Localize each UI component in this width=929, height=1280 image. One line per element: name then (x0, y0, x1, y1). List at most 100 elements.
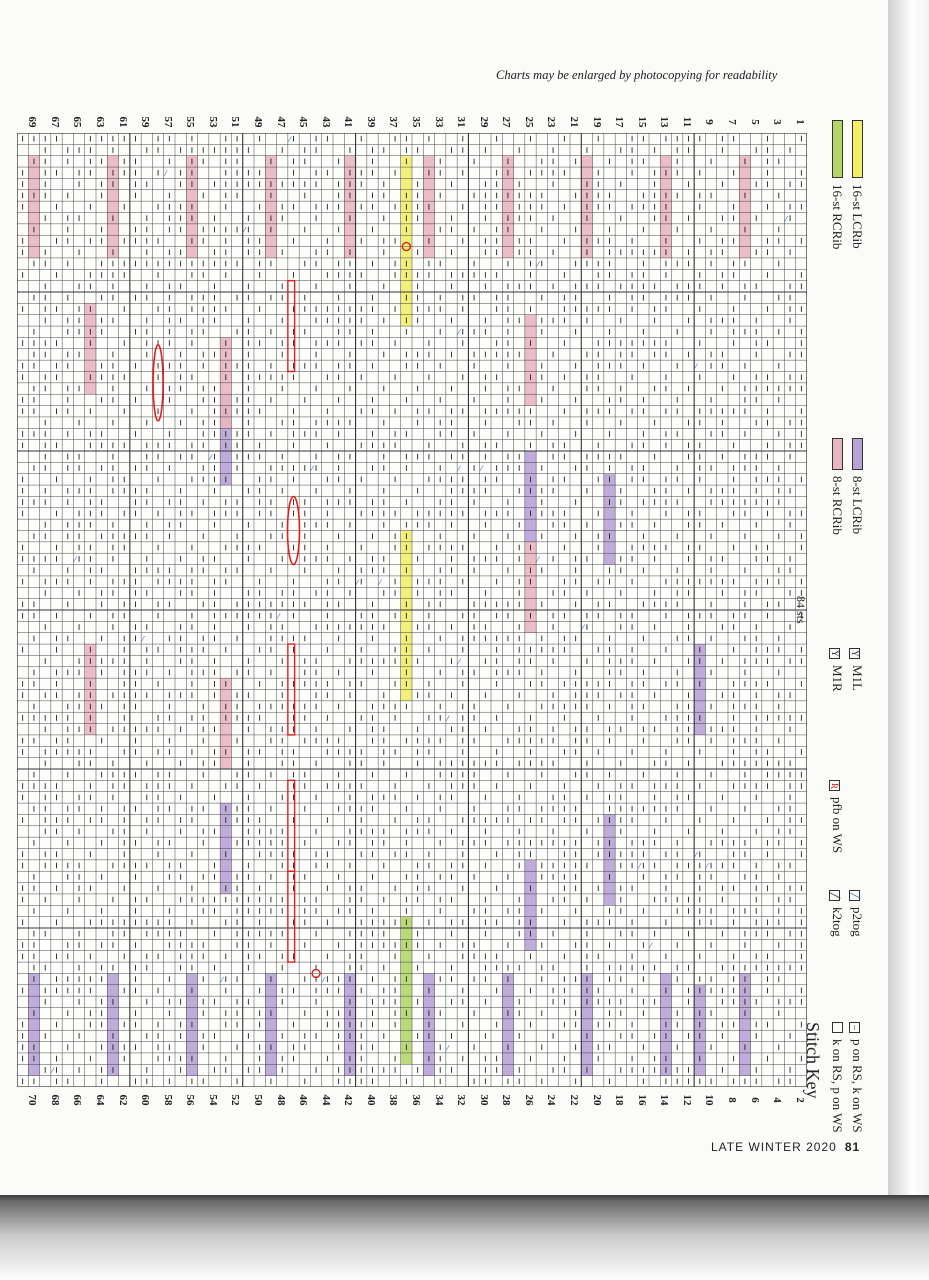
pen-dot (311, 968, 321, 979)
row-number: 60 (139, 1094, 152, 1106)
row-number: 18 (613, 1094, 626, 1106)
row-number: 35 (410, 116, 422, 128)
row-number: 48 (274, 1094, 287, 1106)
pen-highlight (287, 279, 296, 373)
p2tog-mark: ⁄ (456, 658, 461, 667)
row-number: 69 (26, 116, 39, 128)
row-number: 59 (139, 116, 152, 128)
row-number: 52 (229, 1094, 242, 1106)
p2tog-mark: ⁄ (321, 976, 326, 985)
row-number: 4 (771, 1097, 784, 1103)
cable-band (265, 155, 277, 258)
row-number: 55 (184, 116, 197, 128)
knitting-chart: ⁄ ⁄ ⁄ ⁄ ⁄ ⁄ ⁄ ⁄ ⁄ ⁄ ⁄ ⁄ ⁄ ⁄ ⁄ ⁄ ⁄ ⁄ ⁄ ⁄ ⁄ ⁄ ⁄ ⁄ ⁄ ⁄ ⁄ ⁄ (17, 133, 807, 1087)
page-footer: LATE WINTER 2020 81 (711, 1140, 860, 1154)
row-number: 47 (274, 116, 287, 128)
row-number: 62 (116, 1094, 129, 1106)
row-number: 67 (48, 116, 61, 128)
row-number: 70 (26, 1094, 39, 1106)
row-number: 20 (590, 1094, 603, 1106)
chart-grid: ⁄ ⁄ ⁄ ⁄ ⁄ ⁄ ⁄ ⁄ ⁄ ⁄ ⁄ ⁄ ⁄ ⁄ ⁄ ⁄ ⁄ ⁄ ⁄ ⁄ ⁄ ⁄ ⁄ ⁄ ⁄ ⁄ ⁄ ⁄ (17, 133, 807, 1087)
row-number: 15 (635, 116, 648, 128)
p2tog-mark: ⁄ (693, 851, 698, 860)
row-number: 23 (545, 116, 558, 128)
row-number: 25 (522, 116, 535, 128)
cable-band (107, 973, 119, 1076)
key-item-m1l: YM1L (849, 648, 865, 691)
row-number: 22 (568, 1094, 580, 1106)
row-number: 7 (726, 119, 738, 125)
row-number: 49 (252, 116, 264, 128)
row-number: 33 (432, 116, 445, 128)
pen-dot (401, 241, 412, 252)
cable-band (400, 916, 412, 1065)
key-item-k2tog: ╱k2tog (829, 890, 845, 937)
key-item-rcrib8: 8-st RCRib (829, 438, 845, 535)
row-number: 9 (703, 119, 716, 125)
row-number: 28 (500, 1094, 513, 1106)
pen-circle (152, 344, 164, 422)
row-number: 54 (206, 1094, 219, 1106)
row-number: 10 (703, 1094, 716, 1106)
key-item-rcrib16: 16-st RCRib (829, 120, 845, 249)
p2tog-mark: ⁄ (637, 862, 642, 871)
key-item-knit: k on RS, p on WS (829, 1022, 845, 1133)
row-number: 16 (635, 1094, 648, 1106)
row-number: 56 (184, 1094, 197, 1106)
p2tog-mark: ⁄ (580, 624, 585, 633)
row-number: 13 (658, 116, 671, 128)
row-number: 5 (748, 119, 761, 125)
p2tog-mark: ⁄ (445, 1044, 450, 1053)
p2tog-mark: ⁄ (140, 635, 145, 644)
key-item-lcrib8: 8-st LCRib (849, 438, 865, 534)
p2tog-mark: ⁄ (287, 135, 292, 144)
row-number: 1 (793, 119, 806, 125)
row-number: 50 (252, 1094, 264, 1106)
row-number: 6 (748, 1097, 761, 1103)
row-number: 45 (297, 116, 310, 128)
cable-band (344, 155, 356, 258)
cable-band (739, 973, 751, 1076)
row-number: 66 (71, 1094, 84, 1106)
cable-band (502, 155, 514, 258)
p2tog-mark: ⁄ (276, 612, 281, 621)
cable-band (265, 973, 277, 1076)
row-number: 63 (94, 116, 106, 128)
empty-square-icon (832, 1022, 843, 1033)
row-number: 37 (387, 116, 400, 128)
p2tog-mark: ⁄ (72, 556, 77, 565)
p2tog-mark: ⁄ (219, 976, 224, 985)
lcrib16-swatch (852, 120, 863, 178)
cable-band (502, 973, 514, 1076)
row-number: 51 (229, 116, 242, 128)
row-number: 34 (432, 1094, 445, 1106)
row-number: 65 (71, 116, 84, 128)
row-number: 31 (455, 116, 468, 128)
row-number: 40 (364, 1094, 377, 1106)
p2tog-mark: ⁄ (163, 169, 168, 178)
p2tog-mark: ⁄ (535, 260, 540, 269)
p2tog-mark: ⁄ (456, 328, 461, 337)
scanner-shadow (0, 1195, 929, 1280)
cable-band (28, 155, 40, 258)
p2tog-icon: ╱ (849, 890, 860, 901)
dash-square-icon: – (849, 1022, 860, 1033)
pen-highlight (287, 643, 296, 736)
row-number: 24 (545, 1094, 558, 1106)
row-number: 29 (477, 116, 490, 128)
row-number: 27 (500, 116, 513, 128)
pen-highlight (287, 870, 296, 963)
p2tog-mark: ⁄ (50, 1067, 55, 1076)
row-number: 17 (613, 116, 626, 128)
cable-band (581, 973, 593, 1076)
m1r-icon: Y (829, 648, 840, 659)
key-title: Stitch Key (803, 1022, 823, 1099)
rcrib8-swatch (832, 438, 843, 470)
row-number: 32 (455, 1094, 468, 1106)
key-item-m1r: YM1R (829, 648, 845, 692)
p2tog-mark: ⁄ (309, 465, 314, 474)
row-number: 68 (48, 1094, 61, 1106)
page-number: 81 (844, 1140, 861, 1154)
p2tog-mark: ⁄ (704, 862, 709, 871)
